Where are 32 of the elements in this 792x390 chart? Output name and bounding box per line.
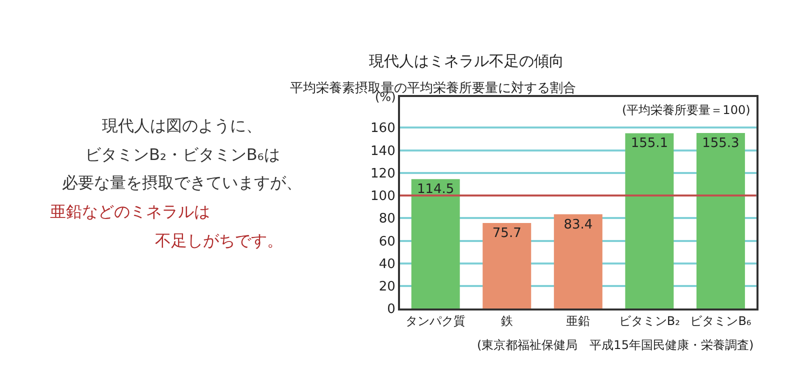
bar [554, 214, 602, 309]
bar [482, 223, 532, 309]
data-label: 83.4 [564, 217, 593, 232]
x-tick-label: ビタミンB₂ [618, 314, 680, 328]
text: (東京都福祉保健局 平成15年国民健康・栄養調査) [477, 338, 754, 352]
bar [696, 133, 745, 309]
data-label: 114.5 [416, 182, 454, 198]
x-tick-label: 鉄 [500, 314, 513, 328]
x-tick-label: ビタミンB₆ [690, 314, 752, 328]
y-tick-label: 40 [378, 256, 396, 272]
x-tick-label: タンパク質 [406, 314, 466, 328]
y-tick-label: 60 [378, 234, 396, 250]
data-label: 155.3 [702, 136, 740, 152]
bar [625, 133, 674, 309]
y-tick-label: 160 [370, 121, 396, 136]
x-tick-label: 亜鉛 [566, 314, 590, 328]
y-tick-label: 0 [387, 302, 396, 318]
y-tick-label: 100 [370, 189, 396, 204]
text: 必要な量を摂取できていますが、 [62, 173, 302, 192]
data-label: 75.7 [492, 226, 522, 242]
text: 不足しがちです。 [155, 231, 283, 250]
bar [411, 179, 460, 309]
y-tick-label: 20 [378, 280, 396, 295]
y-tick-label: 120 [370, 166, 396, 182]
y-tick-label: 140 [370, 144, 396, 159]
data-label: 155.1 [630, 136, 668, 152]
text: ビタミンB₂・ビタミンB₆は [85, 145, 280, 164]
annotation: (平均栄養所要量＝100) [622, 103, 750, 117]
text: 現代人は図のように、 [102, 116, 262, 135]
chart-title: 現代人はミネラル不足の傾向 [369, 52, 564, 70]
text: 亜鉛などのミネラルは [50, 202, 210, 221]
y-tick-label: 80 [378, 212, 396, 227]
